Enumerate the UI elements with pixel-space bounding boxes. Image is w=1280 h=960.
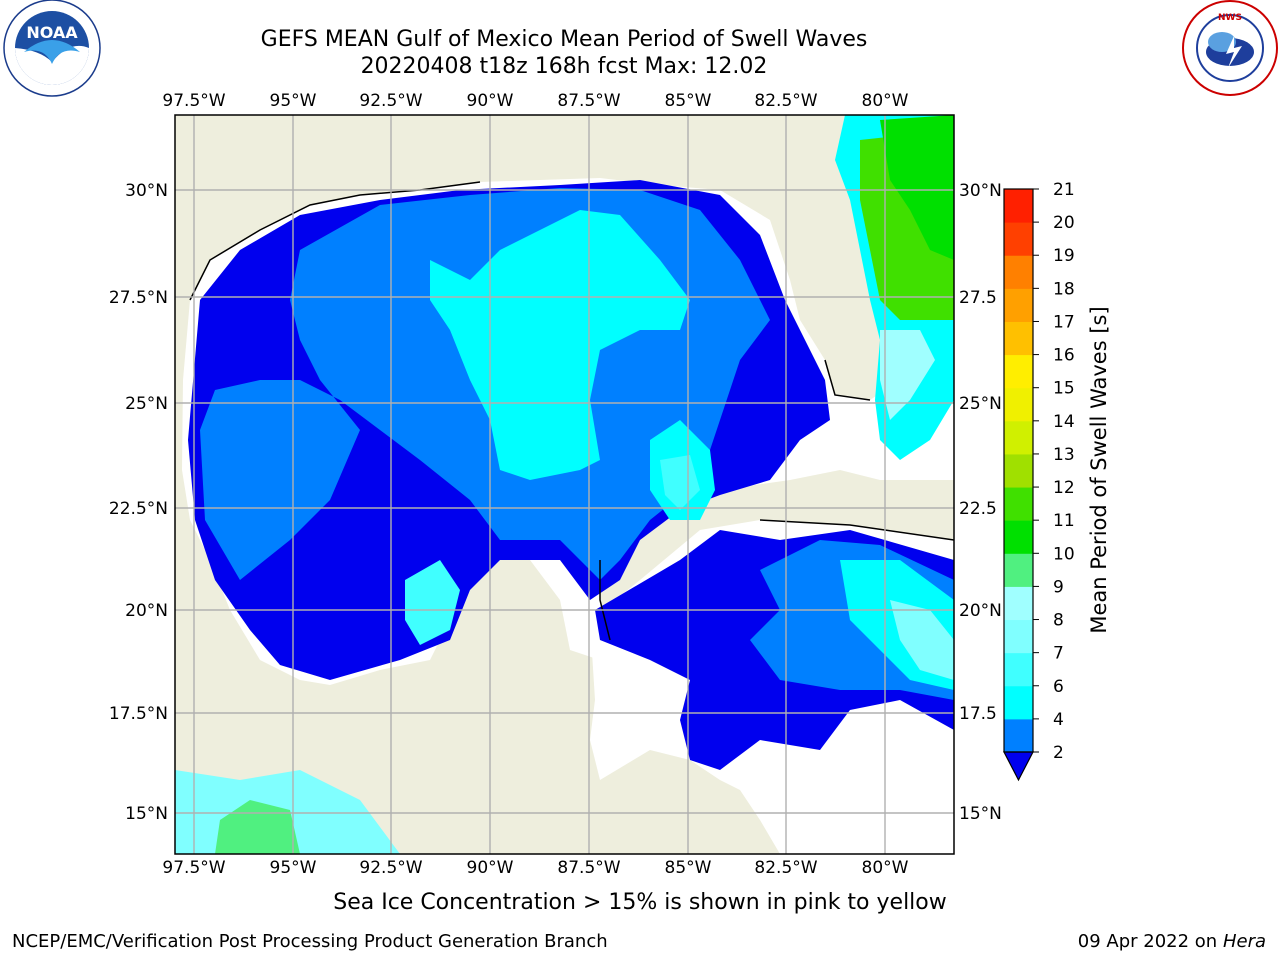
map-frame xyxy=(174,114,955,855)
colorbar-tick-label: 15 xyxy=(1053,379,1075,399)
colorbar-outline xyxy=(1003,188,1034,753)
colorbar-extension xyxy=(1003,751,1034,782)
colorbar-tick-label: 2 xyxy=(1053,743,1064,763)
colorbar-tick-label: 8 xyxy=(1053,611,1064,631)
svg-text:NWS: NWS xyxy=(1218,13,1242,23)
colorbar-tick-label: 9 xyxy=(1053,577,1064,597)
colorbar-tick-label: 18 xyxy=(1053,279,1075,299)
lon-label-top: 85°W xyxy=(665,91,712,111)
colorbar-band xyxy=(1004,387,1033,422)
graticule xyxy=(175,115,954,854)
noaa-wordmark: NOAA xyxy=(26,23,78,42)
footer-date: 09 Apr 2022 on Hera xyxy=(1078,931,1266,952)
lon-label-top: 87.5°W xyxy=(557,91,620,111)
noaa-logo: NOAA xyxy=(3,0,101,97)
footer-credit: NCEP/EMC/Verification Post Processing Pr… xyxy=(12,931,608,952)
sea-ice-note: Sea Ice Concentration > 15% is shown in … xyxy=(333,890,947,915)
lat-label-left: 27.5°N xyxy=(109,288,168,308)
colorbar-band xyxy=(1004,255,1033,289)
colorbar-band xyxy=(1004,520,1033,554)
lon-label-bottom: 90°W xyxy=(467,858,514,878)
footer-date-text: 09 Apr 2022 on xyxy=(1077,931,1223,952)
lon-label-bottom: 95°W xyxy=(270,858,317,878)
lon-label-bottom: 80°W xyxy=(862,858,909,878)
colorbar-tick-label: 20 xyxy=(1053,213,1075,233)
colorbar-tick-label: 6 xyxy=(1053,677,1064,697)
lon-label-bottom: 92.5°W xyxy=(359,858,422,878)
nws-logo: NWS xyxy=(1182,0,1278,96)
lat-label-left: 20°N xyxy=(125,601,168,621)
lon-label-top: 97.5°W xyxy=(162,91,225,111)
colorbar-band xyxy=(1004,586,1033,621)
colorbar-band xyxy=(1004,685,1033,720)
lon-label-bottom: 97.5°W xyxy=(162,858,225,878)
colorbar-tick-label: 16 xyxy=(1053,346,1075,366)
colorbar-tick-label: 7 xyxy=(1053,644,1064,664)
colorbar-band xyxy=(1004,354,1033,389)
lon-label-bottom: 87.5°W xyxy=(557,858,620,878)
title-line-2: 20220408 t18z 168h fcst Max: 12.02 xyxy=(360,54,768,79)
colorbar-band xyxy=(1004,553,1033,587)
colorbar-band xyxy=(1004,619,1033,654)
colorbar-tick-label: 11 xyxy=(1053,511,1075,531)
lat-label-right: 20°N xyxy=(959,601,1002,621)
footer-host: Hera xyxy=(1222,931,1266,952)
lat-label-left: 15°N xyxy=(125,804,168,824)
lon-label-top: 80°W xyxy=(862,91,909,111)
lat-label-left: 17.5°N xyxy=(109,704,168,724)
colorbar-band xyxy=(1004,420,1033,455)
lat-label-left: 25°N xyxy=(125,394,168,414)
colorbar-tick-label: 14 xyxy=(1053,412,1075,432)
lat-label-right: 17.5 xyxy=(959,704,997,724)
chart-title: GEFS MEAN Gulf of Mexico Mean Period of … xyxy=(0,26,1128,80)
lon-label-bottom: 82.5°W xyxy=(754,858,817,878)
lat-label-right: 30°N xyxy=(959,181,1002,201)
lon-label-top: 90°W xyxy=(467,91,514,111)
colorbar-tick-label: 4 xyxy=(1053,710,1064,730)
colorbar-band xyxy=(1004,288,1033,322)
colorbar-label: Mean Period of Swell Waves [s] xyxy=(1087,306,1111,633)
lat-label-right: 27.5 xyxy=(959,288,997,308)
lat-label-left: 30°N xyxy=(125,181,168,201)
colorbar-band xyxy=(1004,453,1033,488)
lat-label-right: 22.5 xyxy=(959,499,997,519)
colorbar-band xyxy=(1004,321,1033,356)
lon-label-top: 95°W xyxy=(270,91,317,111)
lat-label-right: 25°N xyxy=(959,394,1002,414)
colorbar-tick-label: 21 xyxy=(1053,180,1075,200)
lon-label-bottom: 85°W xyxy=(665,858,712,878)
colorbar-tick-label: 19 xyxy=(1053,246,1075,266)
colorbar-tick-label: 12 xyxy=(1053,478,1075,498)
title-line-1: GEFS MEAN Gulf of Mexico Mean Period of … xyxy=(260,27,868,52)
colorbar-tick-label: 13 xyxy=(1053,445,1075,465)
lon-label-top: 82.5°W xyxy=(754,91,817,111)
colorbar-tick-label: 17 xyxy=(1053,312,1075,332)
colorbar: 2 4 6 7 8 9 10 11 12 13 14 15 16 17 18 19 20 21 xyxy=(1003,180,1075,782)
colorbar-tick-label: 10 xyxy=(1053,544,1075,564)
lon-label-top: 92.5°W xyxy=(359,91,422,111)
colorbar-band xyxy=(1004,718,1033,753)
colorbar-band xyxy=(1004,487,1033,521)
lat-label-right: 15°N xyxy=(959,804,1002,824)
colorbar-band xyxy=(1004,222,1033,256)
lat-label-left: 22.5°N xyxy=(109,499,168,519)
colorbar-band xyxy=(1004,652,1033,687)
colorbar-band xyxy=(1004,189,1033,223)
